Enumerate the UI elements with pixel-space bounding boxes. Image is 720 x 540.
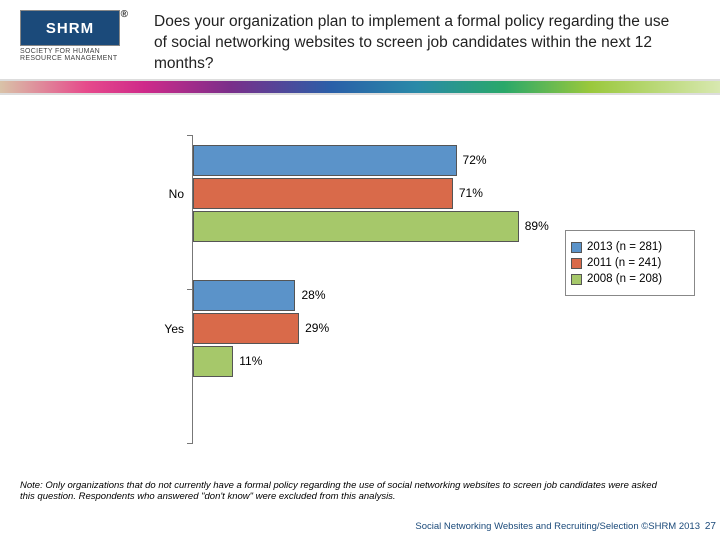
registered-icon: ® xyxy=(121,9,129,20)
page-number: 27 xyxy=(702,521,716,532)
slide-title: Does your organization plan to implement… xyxy=(140,10,680,75)
bar-value-label: 72% xyxy=(463,153,487,167)
legend-label: 2011 (n = 241) xyxy=(587,257,661,269)
bar xyxy=(193,346,233,377)
logo-subtitle: SOCIETY FOR HUMAN RESOURCE MANAGEMENT xyxy=(20,48,140,62)
rainbow-divider xyxy=(0,79,720,95)
legend-label: 2013 (n = 281) xyxy=(587,241,662,253)
legend-item: 2008 (n = 208) xyxy=(571,273,689,285)
logo-text: SHRM xyxy=(46,20,94,37)
bar-chart: No 72% 71% 89% Yes 28% 29% 11% xyxy=(150,135,560,443)
legend-label: 2008 (n = 208) xyxy=(587,273,662,285)
bar xyxy=(193,145,457,176)
legend-item: 2011 (n = 241) xyxy=(571,257,689,269)
footnote: Note: Only organizations that do not cur… xyxy=(20,480,660,503)
bar xyxy=(193,211,519,242)
legend-swatch xyxy=(571,242,582,253)
header: SHRM ® SOCIETY FOR HUMAN RESOURCE MANAGE… xyxy=(0,0,720,79)
bar-value-label: 29% xyxy=(305,321,329,335)
bar xyxy=(193,280,295,311)
legend: 2013 (n = 281) 2011 (n = 241) 2008 (n = 20… xyxy=(565,230,695,296)
footer-text: Social Networking Websites and Recruitin… xyxy=(415,521,700,532)
bar xyxy=(193,313,299,344)
bar-value-label: 28% xyxy=(301,288,325,302)
category-label: No xyxy=(150,187,184,201)
category-label: Yes xyxy=(150,322,184,336)
shrm-logo: SHRM ® xyxy=(20,10,120,46)
bar-value-label: 89% xyxy=(525,219,549,233)
legend-swatch xyxy=(571,274,582,285)
logo-block: SHRM ® SOCIETY FOR HUMAN RESOURCE MANAGE… xyxy=(20,10,140,62)
bar xyxy=(193,178,453,209)
legend-item: 2013 (n = 281) xyxy=(571,241,689,253)
bar-value-label: 71% xyxy=(459,186,483,200)
legend-swatch xyxy=(571,258,582,269)
bar-value-label: 11% xyxy=(239,354,262,368)
